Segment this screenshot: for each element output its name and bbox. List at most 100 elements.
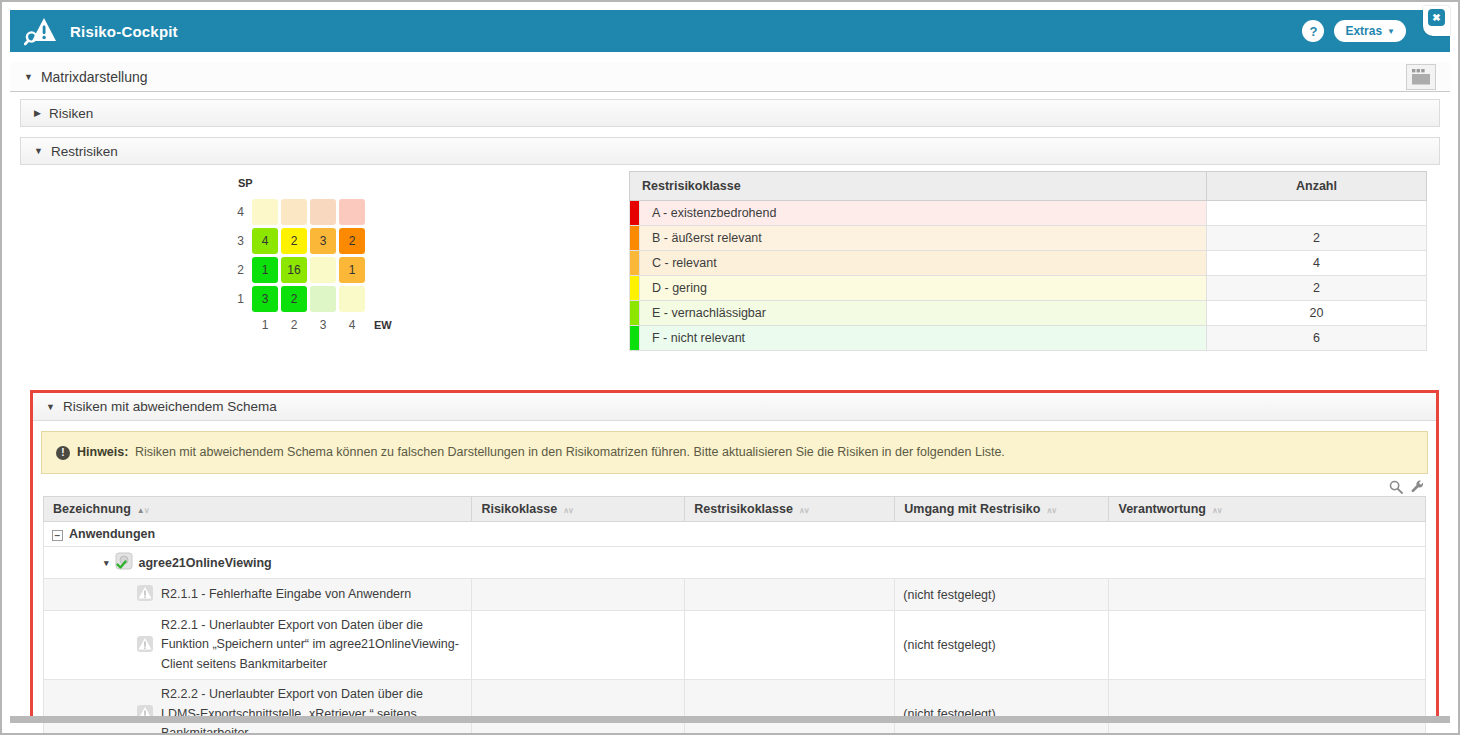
restrisikoklasse-cell <box>685 579 895 611</box>
panel-restrisiken-header[interactable]: ▼ Restrisiken <box>20 137 1440 165</box>
umgang-cell: (nicht festgelegt) <box>895 680 1109 735</box>
sort-icon[interactable]: ∧∨ <box>563 506 573 515</box>
table-row[interactable]: C - relevant4 <box>630 251 1427 276</box>
table-row[interactable]: D - gering2 <box>630 276 1427 301</box>
sort-icon[interactable]: ▲∨ <box>137 506 149 515</box>
matrix-cell[interactable] <box>310 257 336 283</box>
table-row[interactable]: A - existenzbedrohend <box>630 201 1427 226</box>
anzahl-value: 2 <box>1207 276 1427 301</box>
matrix-cell[interactable]: 2 <box>281 228 307 254</box>
matrix-cell[interactable]: 2 <box>339 228 365 254</box>
column-header-restrisikoklasse: Restrisikoklasse <box>630 172 1207 201</box>
search-icon[interactable] <box>1389 480 1403 494</box>
verantwortung-cell <box>1109 611 1426 680</box>
group-cell: −Anwendungen <box>44 522 1426 547</box>
matrix-cell[interactable] <box>252 199 278 225</box>
sort-asc-icon: ▲ <box>137 506 144 515</box>
application-checked-icon <box>115 552 133 573</box>
risk-row[interactable]: R2.2.1 - Unerlaubter Export von Daten üb… <box>44 611 1426 680</box>
class-color-indicator <box>630 251 640 276</box>
sort-down-icon: ∨ <box>1217 506 1222 515</box>
section-matrixdarstellung[interactable]: ▼ Matrixdarstellung <box>10 62 1450 92</box>
panel-schema-header[interactable]: ▼ Risiken mit abweichendem Schema <box>33 393 1436 421</box>
risk-row[interactable]: R2.1.1 - Fehlerhafte Eingabe von Anwende… <box>44 579 1426 611</box>
sort-icon[interactable]: ∧∨ <box>1212 506 1222 515</box>
risk-row[interactable]: R2.2.2 - Unerlaubter Export von Daten üb… <box>44 680 1426 735</box>
column-header-label: Restrisikoklasse <box>694 502 793 516</box>
risk-warning-icon <box>136 584 154 605</box>
matrix-cell[interactable] <box>339 286 365 312</box>
matrix-cell[interactable] <box>281 199 307 225</box>
extras-button[interactable]: Extras ▼ <box>1334 20 1406 42</box>
verantwortung-cell <box>1109 680 1426 735</box>
window-bottom-edge <box>10 716 1450 723</box>
column-header-umgang-mit-restrisiko[interactable]: Umgang mit Restrisiko∧∨ <box>895 497 1109 522</box>
panel-restrisiken-label: Restrisiken <box>51 144 118 159</box>
collapse-minus-icon[interactable]: − <box>52 530 63 541</box>
table-row[interactable]: F - nicht relevant6 <box>630 326 1427 351</box>
matrix-cell[interactable] <box>339 199 365 225</box>
restrisikoklasse-cell <box>685 611 895 680</box>
sort-icon[interactable]: ∧∨ <box>799 506 809 515</box>
restrisikoklasse-label: B - äußerst relevant <box>640 226 1207 251</box>
anzahl-value: 20 <box>1207 301 1427 326</box>
sort-down-icon: ∨ <box>804 506 809 515</box>
app-window: Risiko-Cockpit ? Extras ▼ ✖ ▼ Matrixdars… <box>0 0 1460 735</box>
matrix-col-label: 1 <box>252 318 278 332</box>
matrix-row: 4 <box>228 199 392 225</box>
umgang-cell: (nicht festgelegt) <box>895 579 1109 611</box>
matrix-cell[interactable]: 3 <box>310 228 336 254</box>
layout-window-icon[interactable] <box>1406 64 1436 90</box>
sort-down-icon: ∨ <box>1051 506 1056 515</box>
risikoklasse-cell <box>472 680 685 735</box>
sort-icon[interactable]: ∧∨ <box>1046 506 1056 515</box>
table-row[interactable]: B - äußerst relevant2 <box>630 226 1427 251</box>
class-color-indicator <box>630 201 640 226</box>
matrix-cell[interactable]: 4 <box>252 228 278 254</box>
risk-title: R2.2.2 - Unerlaubter Export von Daten üb… <box>161 685 463 735</box>
group-row-anwendungen[interactable]: −Anwendungen <box>44 522 1426 547</box>
anzahl-value <box>1207 201 1427 226</box>
column-header-bezeichnung[interactable]: Bezeichnung ▲∨ <box>44 497 472 522</box>
matrix-row-label: 2 <box>228 263 244 277</box>
matrix-cell[interactable]: 16 <box>281 257 307 283</box>
table-row[interactable]: E - vernachlässigbar20 <box>630 301 1427 326</box>
help-button[interactable]: ? <box>1302 20 1324 42</box>
matrix-row-label: 1 <box>228 292 244 306</box>
column-header-risikoklasse[interactable]: Risikoklasse ∧∨ <box>472 497 685 522</box>
schema-table: Bezeichnung▲∨Risikoklasse∧∨Restrisikokla… <box>43 496 1426 735</box>
restrisikoklasse-label: F - nicht relevant <box>640 326 1207 351</box>
matrix-cell[interactable] <box>310 286 336 312</box>
app-row-agree21onlineviewing[interactable]: ▾agree21OnlineViewing <box>44 547 1426 579</box>
expander-down-icon[interactable]: ▾ <box>104 558 109 568</box>
matrix-col-label: 4 <box>339 318 365 332</box>
caret-down-icon: ▼ <box>34 146 43 156</box>
close-button[interactable]: ✖ <box>1428 9 1445 26</box>
column-header-restrisikoklasse[interactable]: Restrisikoklasse ∧∨ <box>685 497 895 522</box>
matrix-cell[interactable] <box>310 199 336 225</box>
matrix-cell[interactable]: 1 <box>252 257 278 283</box>
restrisikoklasse-label: E - vernachlässigbar <box>640 301 1207 326</box>
matrix-row: 21161 <box>228 257 392 283</box>
panel-risiken-label: Risiken <box>49 106 93 121</box>
panel-risiken-header[interactable]: ▶ Risiken <box>20 99 1440 127</box>
wrench-icon[interactable] <box>1410 480 1424 494</box>
matrix-cell[interactable]: 2 <box>281 286 307 312</box>
chevron-down-icon: ▼ <box>1387 27 1395 36</box>
hint-bold-label: Hinweis: <box>77 445 128 459</box>
matrix-row: 132 <box>228 286 392 312</box>
risk-bezeichnung-cell: R2.1.1 - Fehlerhafte Eingabe von Anwende… <box>44 579 472 611</box>
column-header-label: Bezeichnung <box>53 502 131 516</box>
umgang-cell: (nicht festgelegt) <box>895 611 1109 680</box>
restrisikoklasse-label: D - gering <box>640 276 1207 301</box>
risikoklasse-cell <box>472 611 685 680</box>
column-header-verantwortung[interactable]: Verantwortung∧∨ <box>1109 497 1426 522</box>
column-header-label: Risikoklasse <box>481 502 557 516</box>
matrix-cell[interactable]: 3 <box>252 286 278 312</box>
risk-warning-icon <box>136 635 154 656</box>
section-matrixdarstellung-label: Matrixdarstellung <box>41 69 148 85</box>
matrix-cell[interactable]: 1 <box>339 257 365 283</box>
restrisikoklasse-table: Restrisikoklasse Anzahl A - existenzbedr… <box>629 171 1427 351</box>
close-tab: ✖ <box>1423 6 1450 36</box>
risk-cell: R2.2.2 - Unerlaubter Export von Daten üb… <box>136 685 463 735</box>
